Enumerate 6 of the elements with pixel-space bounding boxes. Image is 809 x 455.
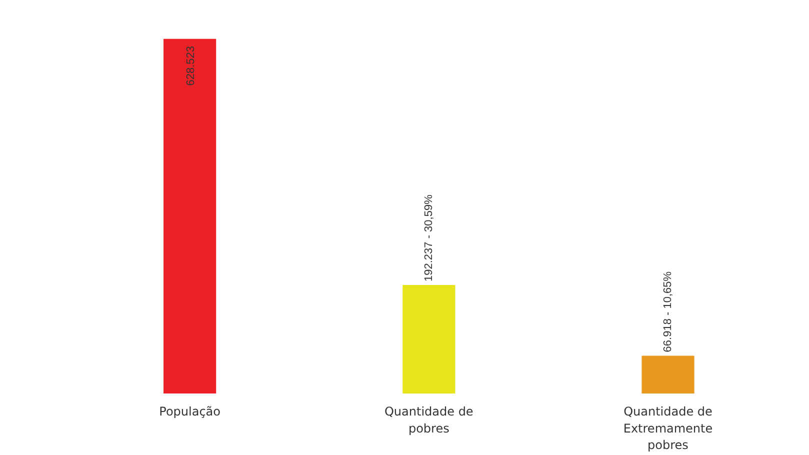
data-label: 66.918 - 10,65% [662,271,674,352]
x-tick-label: Quantidade de Extremamente pobres [623,404,713,452]
x-tick-label: Quantidade de pobres [384,404,474,436]
x-tick-label: População [159,404,220,418]
data-label: 192.237 - 30,59% [422,194,435,282]
data-label: 628.523 [184,46,197,86]
